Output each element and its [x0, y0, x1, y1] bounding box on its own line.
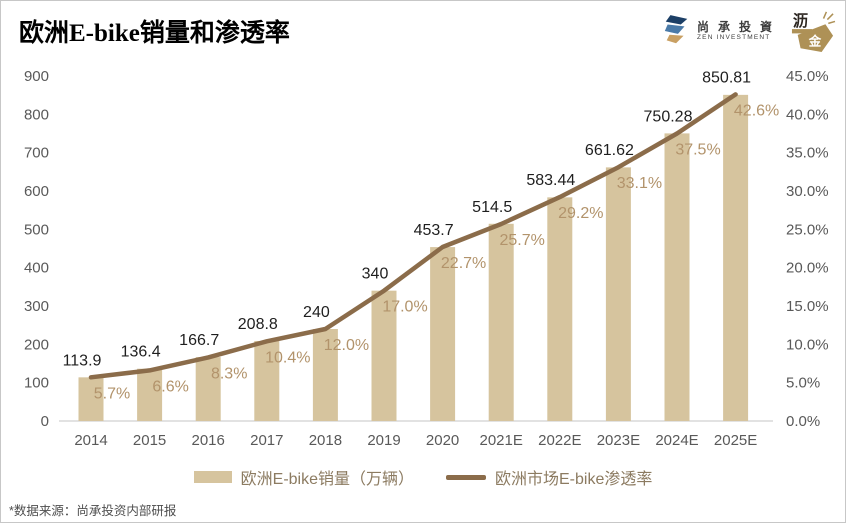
- bar-value-label: 661.62: [585, 142, 634, 159]
- page-title: 欧洲E-bike销量和渗透率: [19, 20, 290, 47]
- bar-value-label: 750.28: [644, 108, 693, 125]
- bar-value-label: 583.44: [526, 172, 575, 189]
- penetration-value-label: 22.7%: [441, 255, 486, 272]
- left-axis-tick: 500: [24, 221, 49, 238]
- x-axis-label: 2018: [309, 432, 342, 449]
- chart-legend: 欧洲E-bike销量（万辆） 欧洲市场E-bike渗透率: [1, 465, 845, 489]
- legend-bar-label: 欧洲E-bike销量（万辆）: [240, 471, 414, 488]
- x-axis-label: 2022E: [538, 432, 581, 449]
- bar-value-label: 166.7: [179, 332, 219, 349]
- penetration-value-label: 6.6%: [152, 378, 188, 395]
- x-axis-label: 2021E: [480, 432, 523, 449]
- left-axis-tick: 400: [24, 260, 49, 277]
- right-axis-tick: 20.0%: [786, 260, 829, 277]
- right-axis-tick: 15.0%: [786, 298, 829, 315]
- bar-2022E: [547, 197, 573, 421]
- lijin-logo: 沥 金: [791, 11, 836, 53]
- right-axis-tick: 35.0%: [786, 145, 829, 162]
- penetration-value-label: 37.5%: [675, 142, 720, 159]
- penetration-value-label: 10.4%: [265, 349, 310, 366]
- bar-value-label: 208.8: [238, 316, 278, 333]
- bar-2015: [137, 368, 163, 421]
- x-axis-label: 2020: [426, 432, 459, 449]
- legend-bar-swatch: [193, 471, 232, 483]
- x-axis-label: 2025E: [714, 432, 757, 449]
- left-axis-tick: 800: [24, 106, 49, 123]
- legend-item-penetration: 欧洲市场E-bike渗透率: [446, 465, 652, 489]
- right-axis-tick: 30.0%: [786, 183, 829, 200]
- x-axis-label: 2019: [367, 432, 400, 449]
- legend-item-sales: 欧洲E-bike销量（万辆）: [193, 465, 414, 489]
- bar-2021E: [488, 223, 514, 421]
- bar-value-label: 136.4: [121, 344, 161, 361]
- penetration-value-label: 12.0%: [324, 337, 369, 354]
- penetration-value-label: 25.7%: [500, 232, 545, 249]
- bar-value-label: 340: [362, 266, 389, 283]
- x-axis-label: 2017: [250, 432, 283, 449]
- x-axis-label: 2014: [74, 432, 107, 449]
- right-axis-tick: 45.0%: [786, 68, 829, 85]
- zen-investment-icon: [664, 15, 688, 44]
- bar-value-label: 240: [303, 304, 330, 321]
- bar-value-label: 514.5: [472, 199, 512, 216]
- bar-2014: [78, 377, 104, 421]
- right-axis-tick: 10.0%: [786, 336, 829, 353]
- zen-en-text: ZEN INVESTMENT: [696, 34, 771, 42]
- bar-value-label: 113.9: [63, 352, 102, 369]
- bar-2017: [254, 340, 280, 421]
- zen-cn-text: 尚 承 投 資: [696, 19, 775, 34]
- logo-group: 尚 承 投 資 ZEN INVESTMENT 沥 金: [662, 9, 837, 53]
- penetration-value-label: 33.1%: [617, 175, 662, 192]
- x-axis-label: 2024E: [655, 432, 698, 449]
- x-axis-label: 2015: [133, 432, 166, 449]
- penetration-value-label: 29.2%: [558, 205, 603, 222]
- bar-2020: [430, 247, 456, 421]
- penetration-line: [88, 92, 738, 380]
- left-axis-tick: 700: [24, 145, 49, 162]
- left-axis-tick: 200: [24, 336, 49, 353]
- bar-2025E: [723, 94, 749, 421]
- penetration-value-label: 42.6%: [734, 102, 779, 119]
- data-source-note: *数据来源：尚承投资内部研报: [9, 504, 177, 518]
- left-axis-tick: 900: [24, 68, 49, 85]
- bar-value-label: 850.81: [702, 69, 751, 86]
- legend-line-swatch: [446, 474, 486, 480]
- penetration-value-label: 17.0%: [382, 299, 427, 316]
- bar-2023E: [605, 167, 631, 421]
- bar-2024E: [664, 133, 690, 421]
- zen-investment-wordmark: 尚 承 投 資 ZEN INVESTMENT: [696, 19, 775, 42]
- bar-2019: [371, 290, 397, 421]
- bar-2016: [195, 357, 221, 421]
- left-axis-tick: 300: [24, 298, 49, 315]
- penetration-value-label: 5.7%: [94, 385, 130, 402]
- lijin-top-char: 沥: [793, 13, 808, 30]
- left-axis-tick: 600: [24, 183, 49, 200]
- x-axis-label: 2016: [192, 432, 225, 449]
- right-axis-tick: 0.0%: [786, 413, 820, 430]
- right-axis-tick: 5.0%: [786, 375, 820, 392]
- zen-investment-logo: 尚 承 投 資 ZEN INVESTMENT: [662, 14, 775, 48]
- x-axis-label: 2023E: [597, 432, 640, 449]
- penetration-value-label: 8.3%: [211, 365, 247, 382]
- right-axis-tick: 40.0%: [786, 106, 829, 123]
- right-axis-tick: 25.0%: [786, 221, 829, 238]
- bar-value-label: 453.7: [414, 222, 454, 239]
- bar-2018: [312, 329, 338, 421]
- legend-line-label: 欧洲市场E-bike渗透率: [495, 471, 653, 488]
- left-axis-tick: 0: [41, 413, 49, 430]
- lijin-bottom-char: 金: [808, 33, 822, 48]
- left-axis-tick: 100: [24, 375, 49, 392]
